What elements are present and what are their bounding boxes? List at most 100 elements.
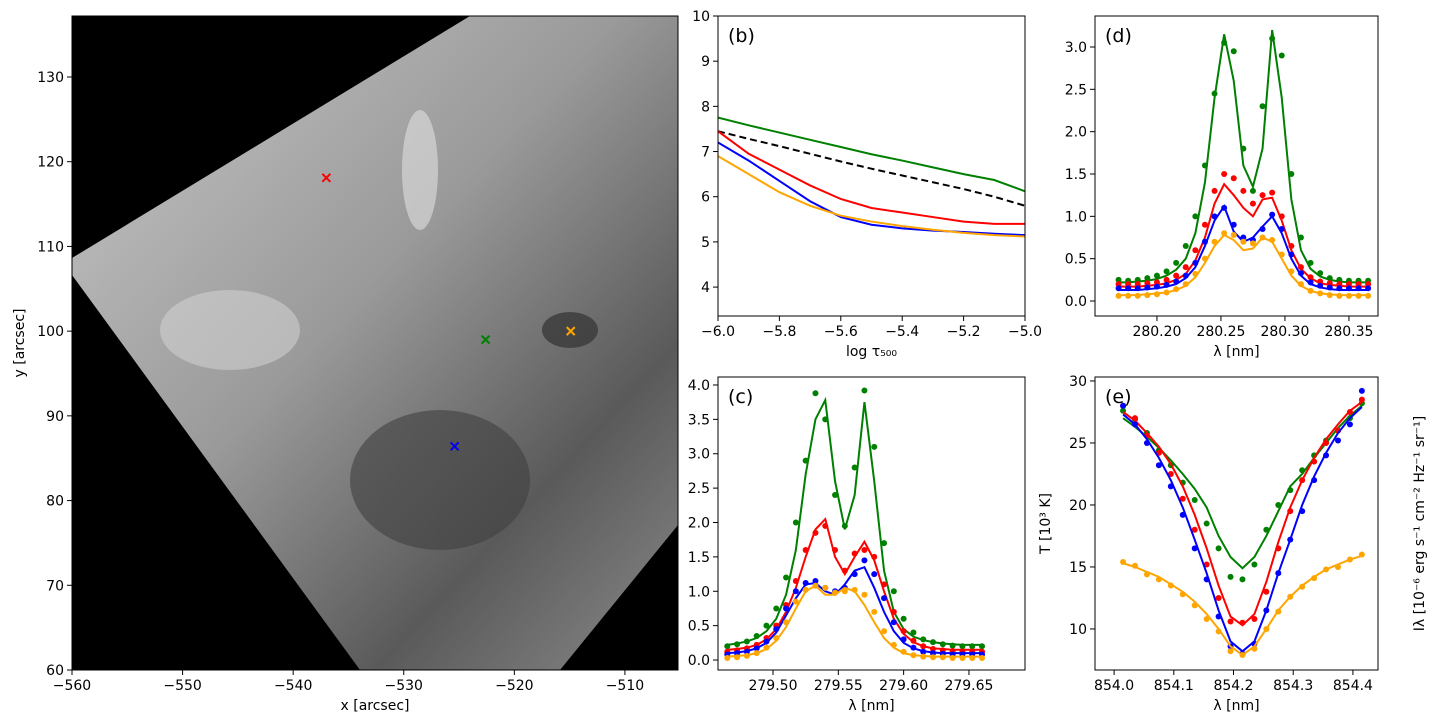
data-point [1287,536,1294,543]
data-point [1275,570,1282,577]
image-bright-patch [160,290,300,370]
y-tick-label: 5 [701,235,710,251]
data-point [851,550,858,557]
data-point [1263,625,1270,632]
data-point [1115,281,1122,288]
data-point [1323,452,1330,459]
data-point [1173,286,1180,293]
data-point [783,574,790,581]
plot-area [1115,29,1372,299]
data-point [1259,103,1266,110]
data-point [1317,290,1324,297]
data-point [763,622,770,629]
data-point [1345,281,1352,288]
data-point [1143,571,1150,578]
data-point [871,608,878,615]
x-tick-label: 279.60 [879,678,928,694]
series-line [718,141,1025,237]
data-point [861,591,868,598]
data-point [1215,545,1222,552]
y-tick-label: 100 [37,324,64,340]
x-tick-label: 854.0 [1094,678,1134,694]
data-point [1203,616,1210,623]
data-point [832,547,839,554]
data-point [1307,274,1314,281]
data-point [1163,289,1170,296]
data-point [900,636,907,643]
data-point [1249,187,1256,194]
data-point [841,522,848,529]
data-point [841,567,848,574]
y-tick-label: 2.5 [688,481,710,497]
data-point [1239,619,1246,626]
x-axis-label: log τ₅₀₀ [846,344,897,360]
data-point [871,553,878,560]
data-point [1334,563,1341,570]
y-tick-label: 80 [46,494,64,510]
data-point [1239,651,1246,658]
data-point [1173,259,1180,266]
data-point [1269,211,1276,218]
data-point [1155,462,1162,469]
data-point [920,653,927,660]
data-point [969,654,976,661]
data-point [1134,281,1141,288]
panel-label: (a) [82,25,108,47]
data-point [1317,278,1324,285]
data-point [1125,292,1132,299]
data-point [1227,648,1234,655]
data-point [910,637,917,644]
data-point [1201,162,1208,169]
data-point [753,650,760,657]
y-tick-label: 3.5 [688,412,710,428]
data-point [792,577,799,584]
data-point [1299,477,1306,484]
data-point [1155,576,1162,583]
data-point [1153,283,1160,290]
data-point [1251,645,1258,652]
data-point [1163,276,1170,283]
data-point [1132,415,1139,422]
data-point [812,390,819,397]
axis-frame [1094,15,1379,317]
data-point [1249,240,1256,247]
data-point [1299,583,1306,590]
data-point [1227,573,1234,580]
data-point [1345,292,1352,299]
data-point [1311,477,1318,484]
y-tick-label: 4.0 [688,378,710,394]
data-point [1201,238,1208,245]
data-point [1297,234,1304,241]
data-point [1211,187,1218,194]
y-tick-label: 0.0 [688,653,710,669]
x-tick-label: 280.20 [1132,324,1181,340]
data-point [822,522,829,529]
data-point [1240,187,1247,194]
data-point [1230,48,1237,55]
data-point [743,638,750,645]
series-line [718,130,1025,225]
data-point [1259,192,1266,199]
data-point [1134,276,1141,283]
x-tick-label: 280.25 [1196,324,1245,340]
data-point [1358,387,1365,394]
data-point [1278,213,1285,220]
data-point [1182,242,1189,249]
x-tick-label: −530 [385,678,423,694]
data-point [1120,402,1127,409]
data-point [871,443,878,450]
x-tick-label: −5.0 [1008,324,1042,340]
y-tick-label: 110 [37,239,64,255]
data-point [1259,226,1266,233]
plot-area [1120,387,1365,658]
data-point [861,557,868,564]
data-point [1230,231,1237,238]
data-point [1358,551,1365,558]
data-point [792,598,799,605]
data-point [890,619,897,626]
data-point [1326,292,1333,299]
data-point [1120,559,1127,566]
data-point [792,519,799,526]
y-axis-label: T [10³ K] [1038,493,1054,555]
y-tick-label: 3.0 [1065,40,1087,56]
